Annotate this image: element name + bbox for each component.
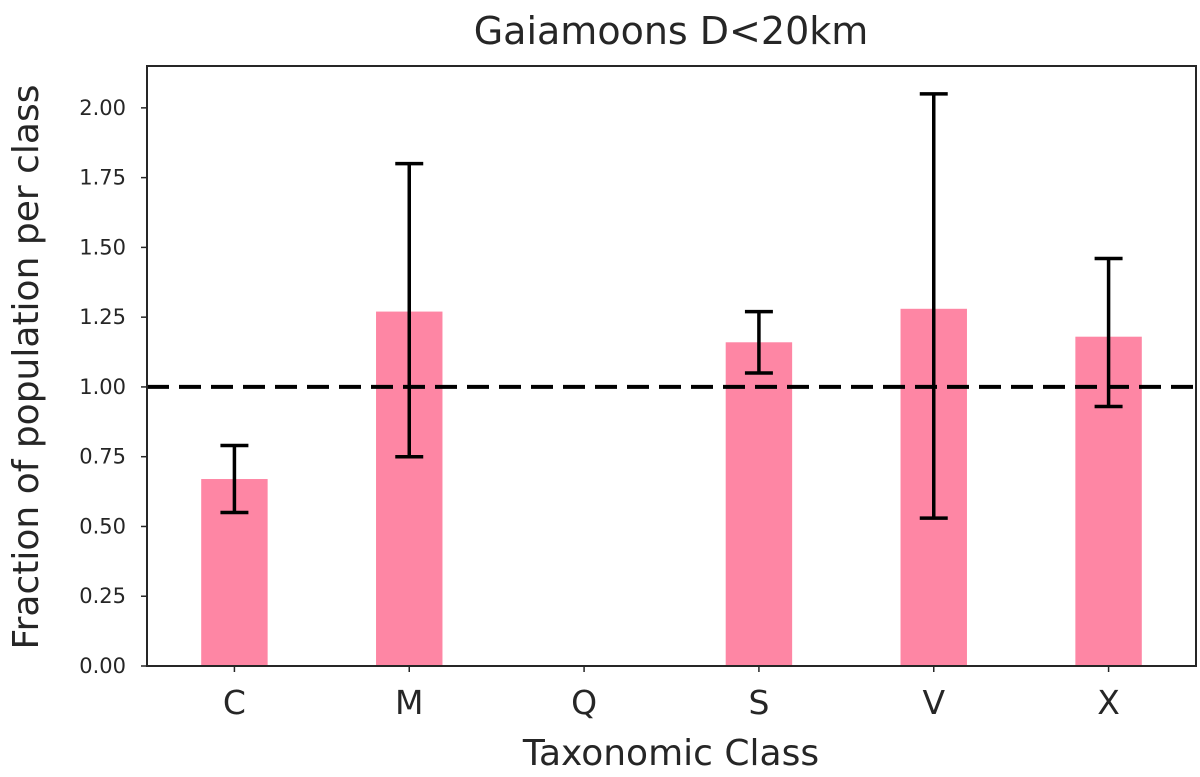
y-tick-label: 0.00 — [79, 654, 126, 678]
x-tick-label-q: Q — [571, 683, 597, 722]
y-tick-label: 2.00 — [79, 96, 126, 120]
y-tick-label: 1.75 — [79, 166, 126, 190]
x-tick-label-x: X — [1097, 683, 1120, 722]
y-axis-label: Fraction of population per class — [6, 85, 47, 650]
chart-title: Gaiamoons D<20km — [474, 9, 869, 53]
plot-frame — [146, 65, 1197, 667]
x-tick-label-c: C — [223, 683, 246, 722]
y-tick-label: 1.25 — [79, 305, 126, 329]
y-tick-label: 1.50 — [79, 235, 126, 259]
y-tick-label: 0.25 — [79, 584, 126, 608]
plot-area: C M Q S V X 0.00 0.25 0.50 0.75 1.00 1.25 1.50 1.75 2.… — [79, 65, 1197, 722]
y-tick-label: 1.00 — [79, 375, 126, 399]
x-tick-label-v: V — [922, 683, 945, 722]
x-axis-label: Taxonomic Class — [522, 733, 819, 774]
bar-s — [725, 342, 793, 666]
x-tick-label-m: M — [395, 683, 423, 722]
y-tick-label: 0.50 — [79, 514, 126, 538]
x-tick-label-s: S — [748, 683, 769, 722]
y-tick-label: 0.75 — [79, 445, 126, 469]
